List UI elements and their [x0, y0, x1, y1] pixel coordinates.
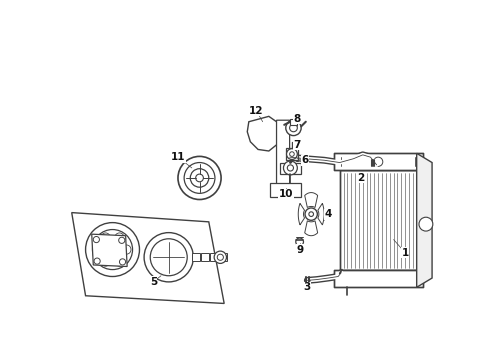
Polygon shape	[340, 170, 416, 270]
Text: 10: 10	[278, 189, 293, 199]
Circle shape	[214, 251, 226, 264]
Polygon shape	[220, 253, 227, 261]
Text: 8: 8	[294, 114, 301, 123]
Circle shape	[86, 222, 140, 276]
Circle shape	[115, 257, 124, 266]
Circle shape	[115, 233, 124, 242]
Circle shape	[93, 237, 99, 243]
Polygon shape	[201, 253, 209, 261]
Polygon shape	[286, 148, 298, 160]
Polygon shape	[334, 270, 423, 287]
Circle shape	[283, 161, 297, 175]
Text: 7: 7	[294, 140, 301, 150]
Polygon shape	[72, 213, 224, 303]
Circle shape	[419, 217, 433, 231]
Circle shape	[178, 156, 221, 199]
Text: 1: 1	[401, 248, 409, 258]
Polygon shape	[247, 116, 280, 151]
Circle shape	[122, 245, 131, 254]
Polygon shape	[416, 153, 432, 287]
Polygon shape	[92, 234, 127, 266]
Polygon shape	[280, 163, 301, 174]
Polygon shape	[305, 193, 318, 207]
Text: 12: 12	[249, 106, 264, 116]
Polygon shape	[298, 203, 304, 225]
Text: 11: 11	[171, 152, 185, 162]
Circle shape	[120, 259, 125, 265]
Circle shape	[305, 208, 318, 220]
Polygon shape	[270, 183, 301, 197]
Text: 2: 2	[358, 173, 365, 183]
Circle shape	[94, 245, 103, 254]
Polygon shape	[192, 253, 199, 261]
Polygon shape	[305, 221, 318, 236]
Circle shape	[101, 257, 110, 266]
Polygon shape	[276, 120, 290, 189]
Circle shape	[101, 233, 110, 242]
Text: 6: 6	[301, 155, 309, 165]
Text: 5: 5	[150, 277, 157, 287]
Circle shape	[94, 258, 100, 264]
Text: 3: 3	[304, 282, 311, 292]
Polygon shape	[334, 153, 423, 170]
Polygon shape	[290, 119, 297, 125]
Text: 9: 9	[296, 244, 303, 255]
Circle shape	[296, 238, 303, 246]
Circle shape	[286, 120, 301, 136]
Polygon shape	[210, 253, 218, 261]
Circle shape	[287, 149, 297, 159]
Circle shape	[144, 233, 194, 282]
Text: 4: 4	[324, 209, 332, 219]
Polygon shape	[318, 203, 324, 225]
Circle shape	[119, 237, 125, 243]
